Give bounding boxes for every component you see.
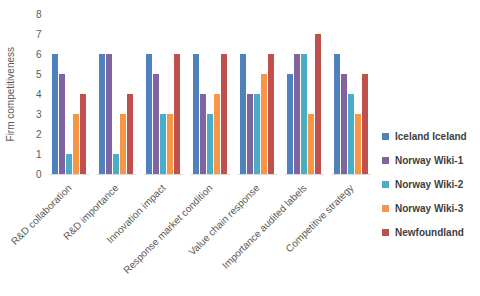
html-text:Newfoundland: Newfoundland xyxy=(395,226,464,238)
svg-text:1: 1 xyxy=(36,149,42,160)
svg-text:3: 3 xyxy=(36,109,42,120)
svg-text:Innovation impact: Innovation impact xyxy=(104,182,168,246)
html-text:Firm competitiveness: Firm competitiveness xyxy=(4,46,16,142)
svg-text:Competitive strategy: Competitive strategy xyxy=(283,182,355,254)
html-text:Norway Wiki-1: Norway Wiki-1 xyxy=(395,154,464,166)
svg-text:6: 6 xyxy=(36,49,42,60)
svg-text:Importance audited labels: Importance audited labels xyxy=(220,182,309,271)
svg-text:8: 8 xyxy=(36,9,42,20)
html-text:Norway Wiki-3: Norway Wiki-3 xyxy=(395,202,464,214)
svg-text:Value chain response: Value chain response xyxy=(186,182,262,258)
svg-text:4: 4 xyxy=(36,89,42,100)
html-text:Norway Wiki-2: Norway Wiki-2 xyxy=(395,178,464,190)
html-text:Iceland Iceland: Iceland Iceland xyxy=(395,130,467,142)
svg-text:R&D collaboration: R&D collaboration xyxy=(8,182,74,247)
svg-text:R&D importance: R&D importance xyxy=(61,182,121,242)
svg-text:0: 0 xyxy=(36,169,42,180)
svg-text:7: 7 xyxy=(36,29,42,40)
svg-text:Response market condition: Response market condition xyxy=(121,182,214,275)
svg-text:2: 2 xyxy=(36,129,42,140)
svg-text:5: 5 xyxy=(36,69,42,80)
